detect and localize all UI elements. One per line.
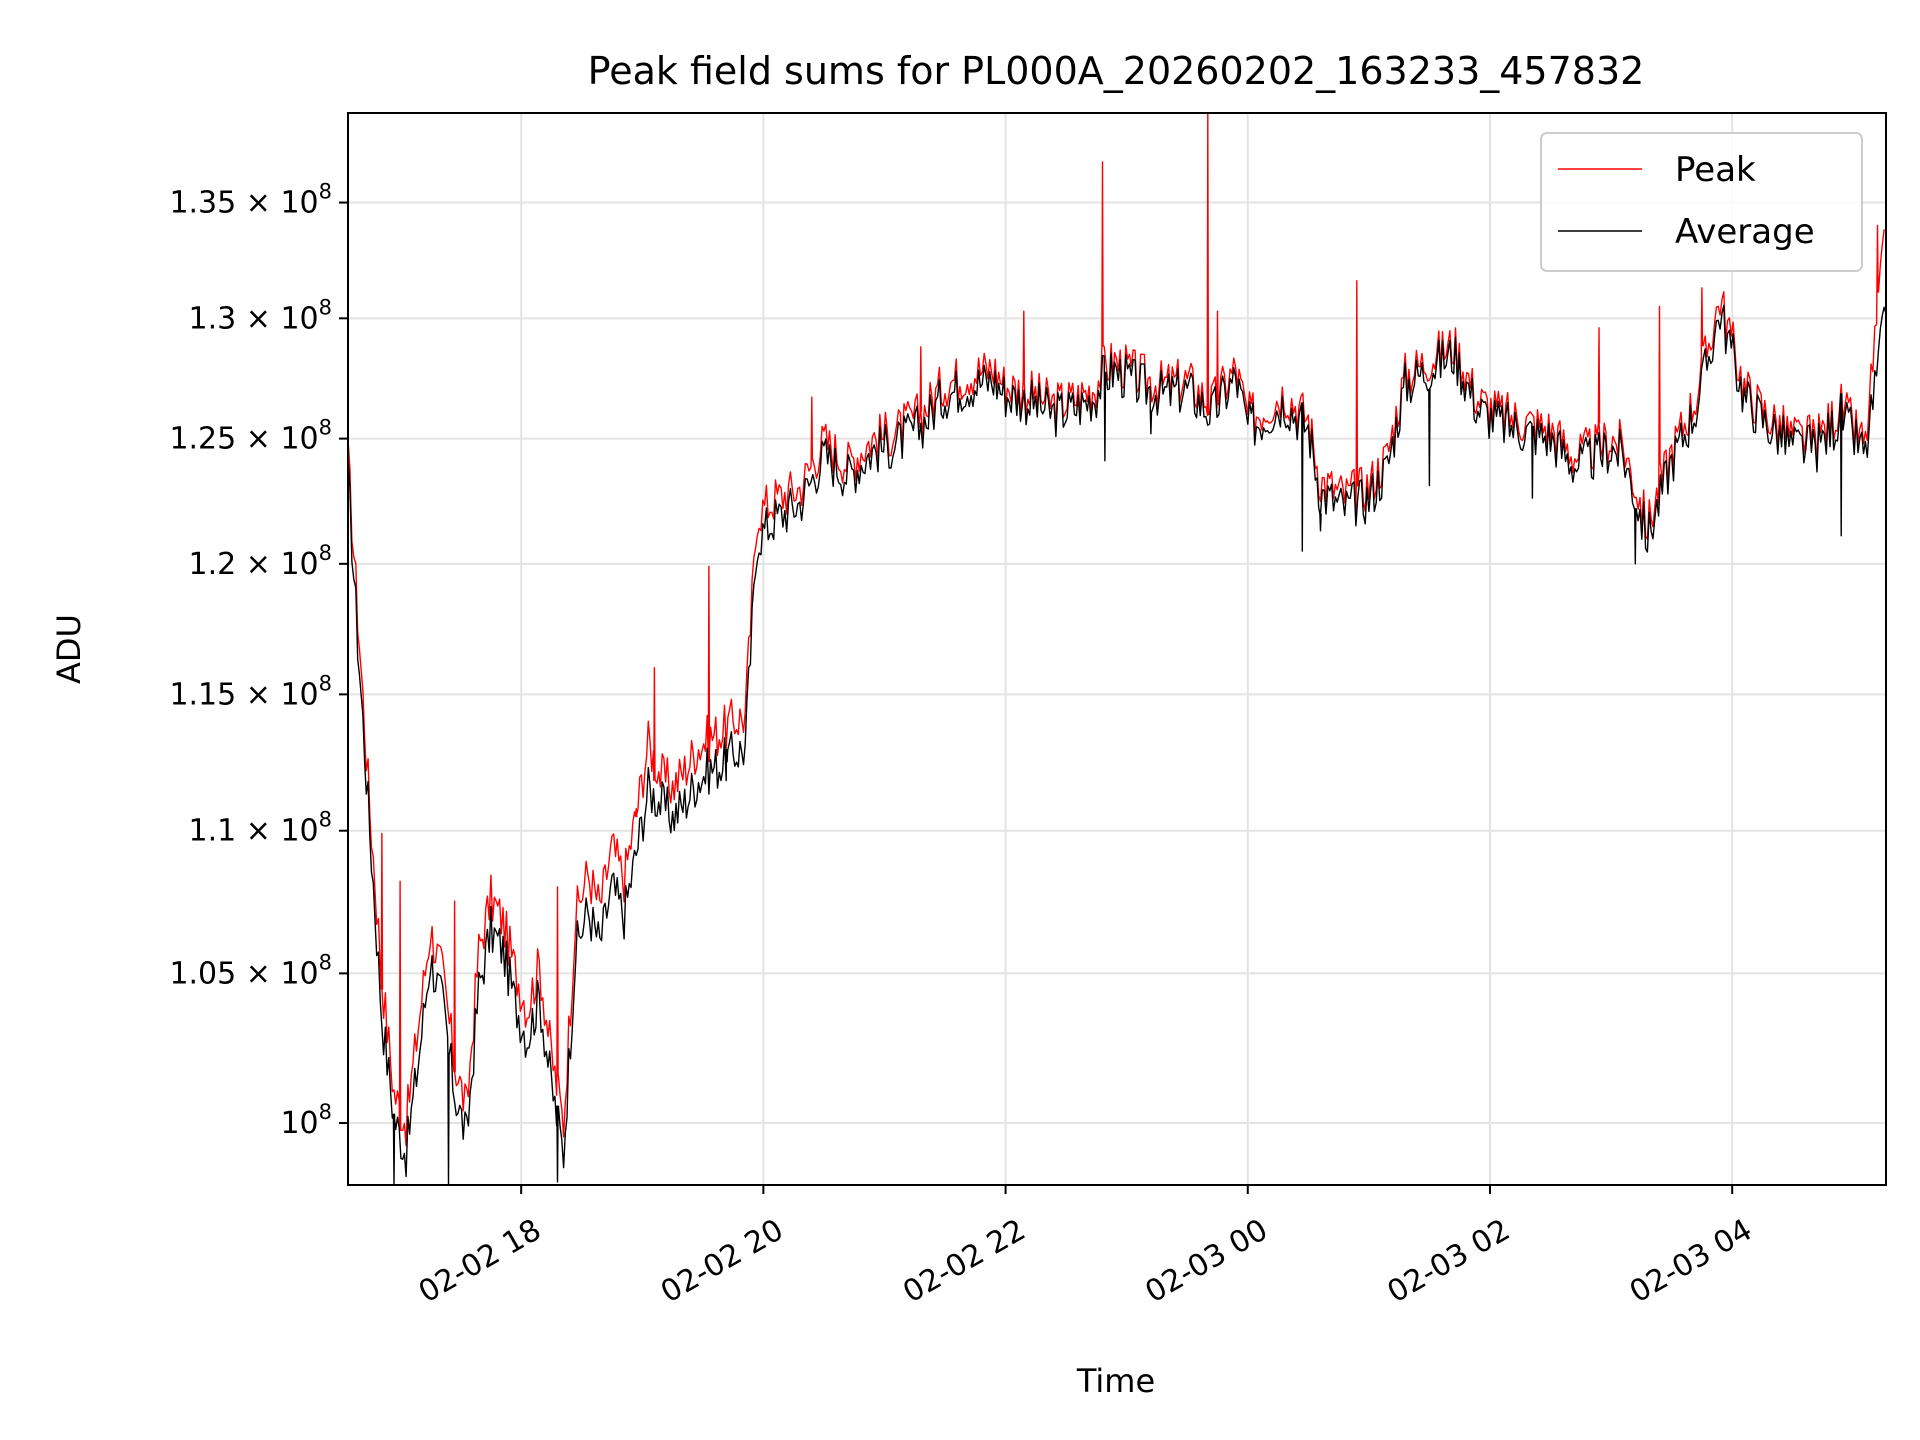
- y-tick-base: 1.15 × 10: [169, 677, 318, 712]
- y-tick-exponent: 8: [319, 1100, 332, 1124]
- y-tick-base: 10: [280, 1106, 318, 1141]
- y-tick-label: 1.25 × 108: [169, 416, 332, 457]
- plot-frame: [347, 112, 1887, 1186]
- grid: [348, 113, 1886, 1185]
- y-tick-label: 108: [280, 1100, 332, 1141]
- y-tick-label: 1.35 × 108: [169, 180, 332, 221]
- legend: Peak Average: [1540, 132, 1863, 272]
- y-tick-label: 1.3 × 108: [189, 295, 332, 336]
- legend-box: [1540, 132, 1863, 272]
- y-tick-base: 1.05 × 10: [169, 956, 318, 991]
- y-tick-exponent: 8: [319, 671, 332, 695]
- y-tick-exponent: 8: [319, 541, 332, 565]
- y-axis-title: ADU: [50, 614, 88, 684]
- legend-peak-label: Peak: [1675, 150, 1756, 190]
- series-line-peak: [348, 113, 1886, 1147]
- y-tick-exponent: 8: [319, 808, 332, 832]
- y-tick-label: 1.05 × 108: [169, 950, 332, 991]
- y-tick-label: 1.2 × 108: [189, 541, 332, 582]
- series-line-average: [348, 304, 1886, 1185]
- y-tick-label: 1.15 × 108: [169, 671, 332, 712]
- y-tick-exponent: 8: [319, 950, 332, 974]
- chart-title: Peak field sums for PL000A_20260202_1632…: [588, 49, 1645, 93]
- y-tick-base: 1.2 × 10: [189, 547, 319, 582]
- legend-average-label: Average: [1675, 212, 1815, 252]
- x-axis-title: Time: [1076, 1362, 1155, 1400]
- y-tick-exponent: 8: [319, 180, 332, 204]
- y-tick-base: 1.3 × 10: [189, 301, 319, 336]
- y-tick-exponent: 8: [319, 295, 332, 319]
- series-layer: [348, 113, 1886, 1185]
- y-tick-base: 1.35 × 10: [169, 186, 318, 221]
- y-tick-base: 1.1 × 10: [189, 814, 319, 849]
- y-tick-exponent: 8: [319, 416, 332, 440]
- y-tick-label: 1.1 × 108: [189, 808, 332, 849]
- y-tick-base: 1.25 × 10: [169, 422, 318, 457]
